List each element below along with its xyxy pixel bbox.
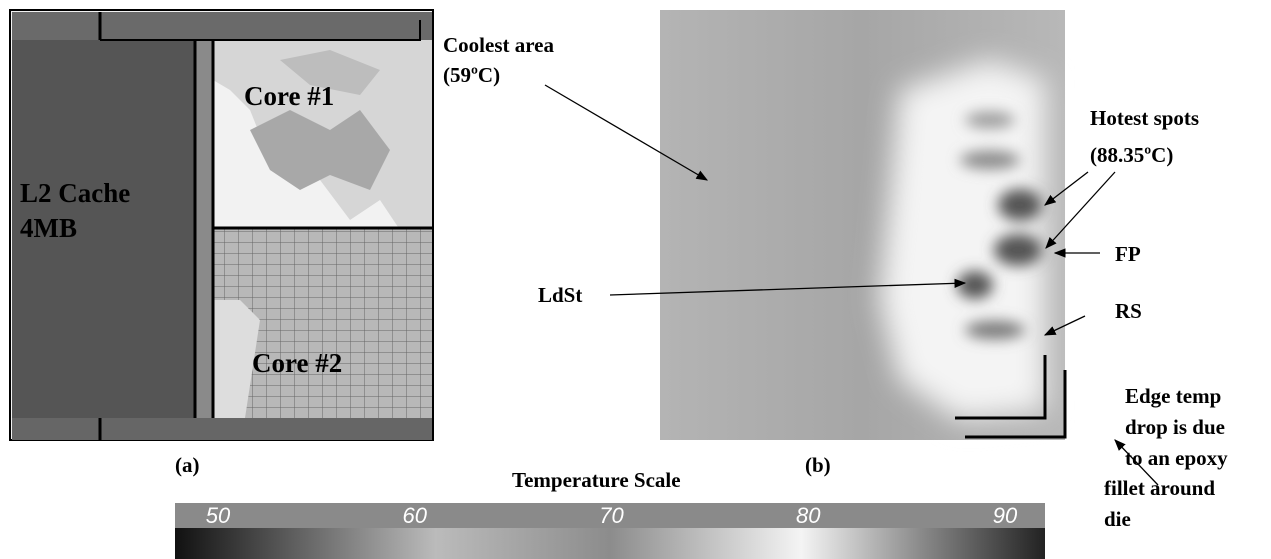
label: Core #2 [252,348,342,378]
annotation: Edge temp [1125,384,1221,408]
caption: (b) [805,453,831,477]
panel-b: (b) [660,10,1065,477]
scale-tick-label: 90 [993,503,1018,528]
annotation: FP [1115,242,1141,266]
figure: Core #1 L2 Cache 4MB Core #2 (a) (b) Coo… [0,0,1271,559]
annotation: drop is due [1125,415,1225,439]
temperature-scale: Temperature Scale 50 60 70 80 90 [175,468,1045,559]
annotation: (88.35ºC) [1090,143,1173,167]
annotation: Hotest spots [1090,106,1199,130]
panel-a: Core #1 L2 Cache 4MB Core #2 (a) [10,10,433,477]
scale-tick-label: 80 [796,503,821,528]
annotation: Coolest area [443,33,554,57]
annotation: (59ºC) [443,63,500,87]
scale-tick-label: 70 [599,503,624,528]
annotation: fillet around [1104,476,1215,500]
label: 4MB [20,213,77,243]
label: L2 Cache [20,178,130,208]
scale-title: Temperature Scale [512,468,681,492]
annotation: die [1104,507,1131,531]
annotation: RS [1115,299,1142,323]
label: Core #1 [244,81,334,111]
scale-tick-label: 50 [206,503,231,528]
scale-tick-label: 60 [403,503,428,528]
annotation: LdSt [538,283,582,307]
caption: (a) [175,453,200,477]
